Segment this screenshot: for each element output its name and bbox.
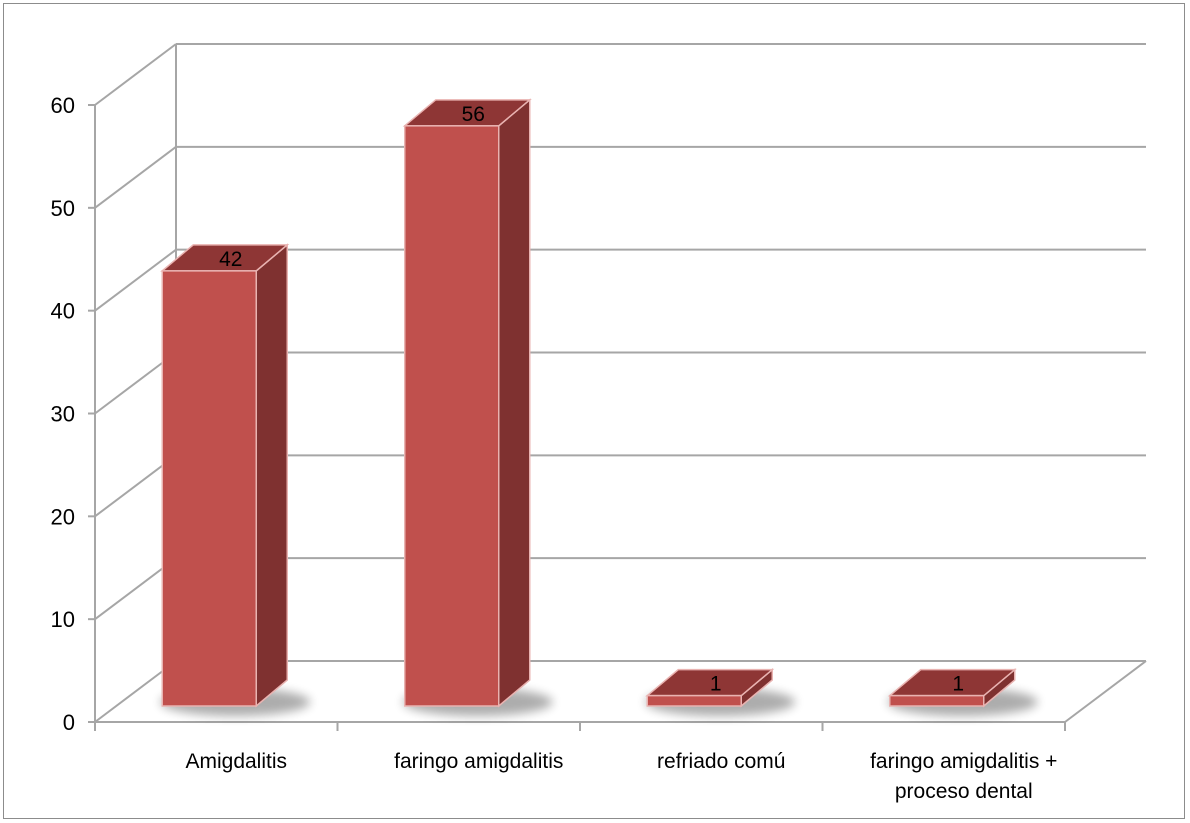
x-category-label: faringo amigdalitis + bbox=[870, 750, 1057, 773]
x-category-label: Amigdalitis bbox=[185, 750, 287, 773]
axes: 0 10 20 30 40 50 60 bbox=[51, 93, 1066, 735]
data-label: 42 bbox=[219, 248, 242, 271]
bar-front-face bbox=[889, 694, 985, 707]
data-label: 1 bbox=[710, 673, 722, 696]
y-tick-label: 50 bbox=[51, 196, 75, 221]
bar-side-face bbox=[255, 243, 288, 708]
bar bbox=[160, 243, 311, 716]
bar-side-face bbox=[498, 98, 531, 708]
x-category-label: proceso dental bbox=[895, 780, 1033, 803]
y-tick-label: 10 bbox=[51, 607, 75, 632]
gridline-depth bbox=[94, 248, 177, 312]
bar-front-face bbox=[646, 694, 742, 707]
y-tick-label: 0 bbox=[63, 710, 75, 735]
bars bbox=[160, 98, 1038, 716]
y-tick-label: 40 bbox=[51, 299, 75, 324]
data-label: 56 bbox=[462, 103, 485, 126]
bar-front-face bbox=[161, 270, 257, 707]
gridlines bbox=[94, 43, 1147, 723]
y-tick-label: 30 bbox=[51, 402, 75, 427]
gridline-depth bbox=[94, 146, 177, 209]
x-category-label: faringo amigdalitis bbox=[394, 750, 563, 773]
x-category-label: refriado comú bbox=[657, 750, 785, 773]
data-label: 1 bbox=[952, 673, 964, 696]
bar bbox=[645, 668, 796, 716]
y-tick-label: 60 bbox=[51, 93, 75, 118]
y-tick-label: 20 bbox=[51, 504, 75, 529]
bar bbox=[887, 668, 1038, 716]
labels: 42 56 1 1 Amigdalitis faringo amigdalitis refr… bbox=[185, 103, 1057, 803]
floor-right-edge bbox=[1064, 660, 1147, 723]
bar bbox=[402, 98, 553, 716]
gridline-depth bbox=[94, 43, 177, 106]
bar-front-face bbox=[404, 125, 500, 707]
